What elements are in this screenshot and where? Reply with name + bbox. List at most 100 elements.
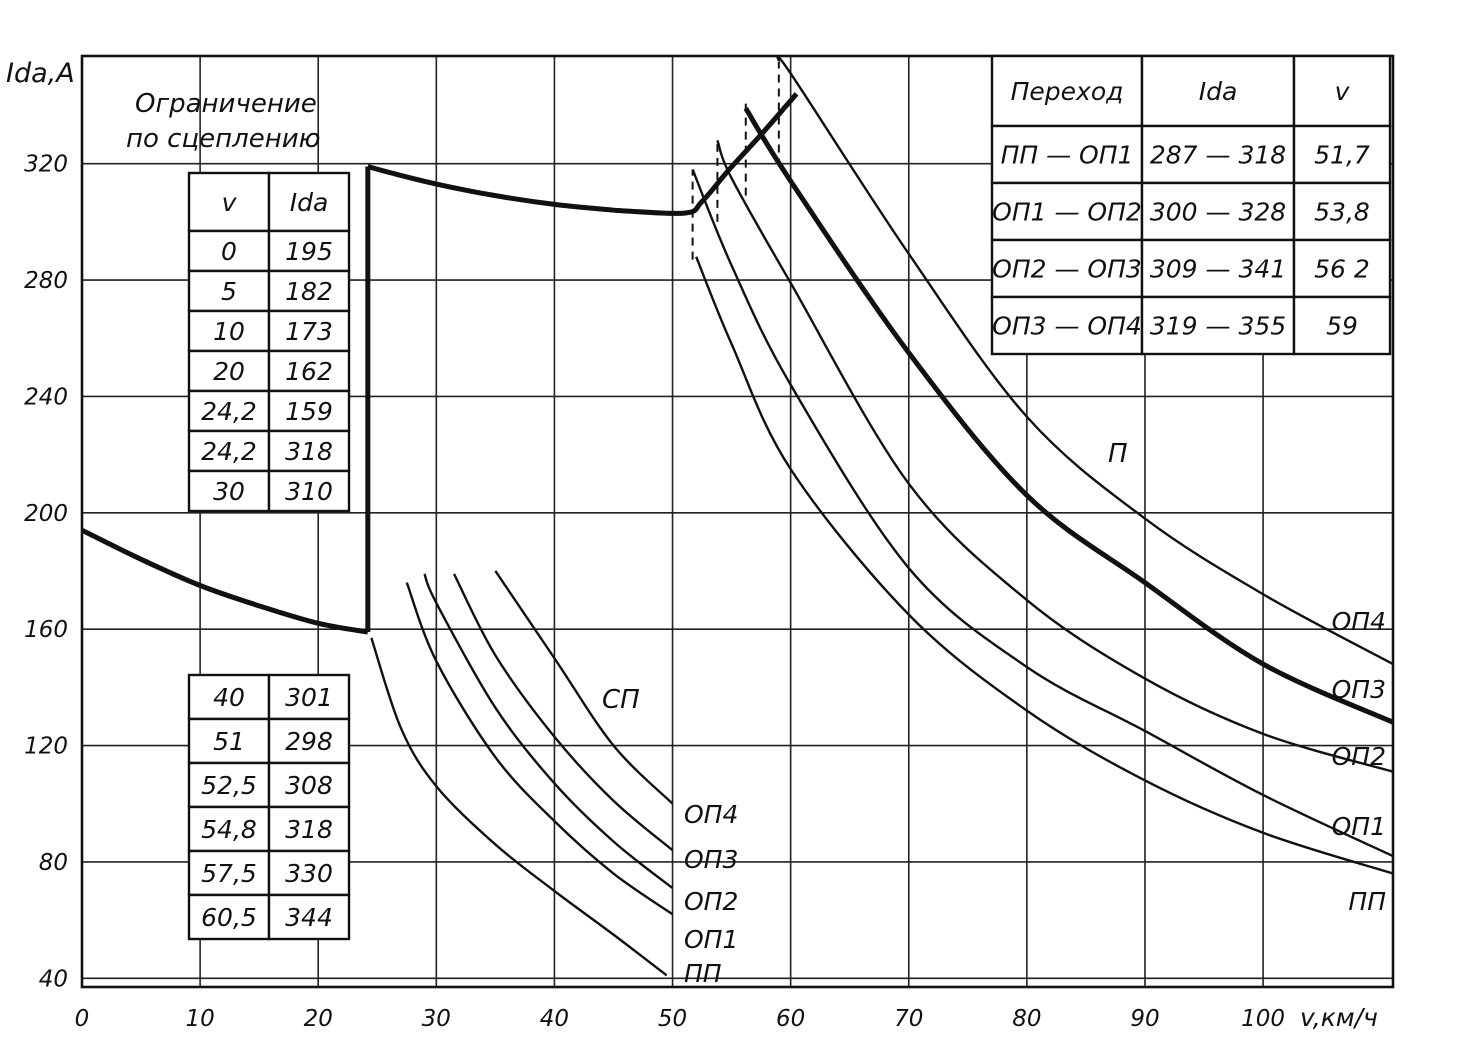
table-cell-text: ОП2 — ОП3 xyxy=(992,255,1142,284)
table-cell xyxy=(187,309,271,353)
table-cell-text: 330 xyxy=(285,859,333,888)
p-series-label: ОП1 xyxy=(1332,812,1386,841)
table-cell-text: 319 — 355 xyxy=(1150,312,1286,341)
x-tick-label: 80 xyxy=(1012,1006,1041,1032)
table-cell xyxy=(1292,124,1392,185)
table-cell xyxy=(267,717,351,765)
p-series-label: ОП4 xyxy=(1332,607,1386,636)
adhesion-limit-high xyxy=(613,92,799,216)
p-group-label: П xyxy=(1108,439,1128,469)
table-cell-text: Переход xyxy=(1011,77,1124,106)
table-cell-text: 51,7 xyxy=(1314,141,1370,170)
sp-series-label: ОП2 xyxy=(684,887,738,916)
table-cell-text: 57,5 xyxy=(201,859,257,888)
table-cell-text: 0 xyxy=(221,237,237,266)
sp-curve-ОП2 xyxy=(423,573,674,890)
tick-labels: 0 10 20 30 40 50 60 70 80 90 100408012016020024028… xyxy=(24,152,1285,1032)
table-cell-text: 309 — 341 xyxy=(1150,255,1286,284)
table-cell xyxy=(267,309,351,353)
table-cell-text: ОП3 — ОП4 xyxy=(992,312,1142,341)
x-tick-label: 30 xyxy=(422,1006,451,1032)
y-tick-label: 40 xyxy=(39,966,68,992)
table-cell-text: Ida xyxy=(290,188,329,217)
table-cell xyxy=(1140,295,1296,356)
curves xyxy=(80,54,1395,977)
table-cell-text: 10 xyxy=(213,317,245,346)
table-cell xyxy=(267,389,351,433)
sp-series-label: ПП xyxy=(684,959,722,988)
table-cell-text: v xyxy=(1335,77,1351,106)
adhesion-table-lower: 40 301 51 298 52,5 308 54,8 318 57,5 330 60,5 344 xyxy=(187,673,351,941)
table-cell xyxy=(187,805,271,853)
table-cell-text: 182 xyxy=(285,277,333,306)
x-tick-label: 60 xyxy=(776,1006,805,1032)
p-curve-ОП2 xyxy=(716,139,1394,773)
p-series-label: ОП3 xyxy=(1332,675,1386,704)
table-cell xyxy=(267,673,351,721)
table-cell-text: 56 2 xyxy=(1314,255,1370,284)
table-cell-text: Ida xyxy=(1199,77,1238,106)
adhesion-table-upper: v Ida 0 195 5 182 10 173 20 162 24,2 159 24,2 318 30 31… xyxy=(187,171,351,513)
table-cell-text: 59 xyxy=(1326,312,1358,341)
table-cell-text: 60,5 xyxy=(201,903,257,932)
table-cell xyxy=(990,295,1144,356)
x-tick-label: 50 xyxy=(658,1006,687,1032)
adhesion-limit-mid xyxy=(367,164,614,213)
transition-table: Переход Ida v ПП — ОП1 287 — 318 51,7 ОП1 — ОП… xyxy=(990,54,1392,356)
x-tick-label: 40 xyxy=(540,1006,569,1032)
table-cell xyxy=(267,849,351,897)
table-cell-text: ПП — ОП1 xyxy=(1001,141,1134,170)
table-cell-text: 52,5 xyxy=(201,771,257,800)
table-cell-text: 310 xyxy=(285,477,333,506)
table-cell-text: 173 xyxy=(285,317,333,346)
y-tick-label: 280 xyxy=(24,268,68,294)
p-curve-ОП1 xyxy=(691,169,1394,858)
p-curve-ОП4 xyxy=(776,54,1394,666)
table-cell-text: 298 xyxy=(285,727,333,756)
sp-curve-ПП xyxy=(370,637,668,977)
table-cell-text: 287 — 318 xyxy=(1150,141,1286,170)
table-cell-text: 159 xyxy=(285,397,333,426)
x-axis-label: v,км/ч xyxy=(1300,1003,1378,1032)
table-cell-text: 40 xyxy=(213,683,245,712)
sp-series-label: ОП1 xyxy=(684,925,738,954)
sp-series-label: ОП3 xyxy=(684,845,738,874)
table-cell xyxy=(267,893,351,941)
x-tick-label: 70 xyxy=(894,1006,923,1032)
y-tick-label: 320 xyxy=(24,152,68,178)
table-cell-text: v xyxy=(222,188,238,217)
table-cell-text: 53,8 xyxy=(1314,198,1370,227)
x-tick-label: 0 xyxy=(75,1006,90,1032)
table-cell xyxy=(267,429,351,473)
x-tick-label: 100 xyxy=(1241,1006,1285,1032)
table-cell xyxy=(187,761,271,809)
y-tick-label: 200 xyxy=(24,501,68,527)
table-cell-text: ОП1 — ОП2 xyxy=(992,198,1142,227)
x-tick-label: 20 xyxy=(304,1006,333,1032)
adhesion-limit-low xyxy=(80,527,369,635)
series-labels: ПП ОП1 ОП2 ОП3 ОП4 ПП ОП1 ОП2 ОП3 ОП4 СП П xyxy=(602,439,1386,988)
y-tick-label: 120 xyxy=(24,734,68,760)
table-cell xyxy=(187,717,271,765)
adhesion-note-line2: по сцеплению xyxy=(126,124,321,154)
p-curve-ОП3 xyxy=(743,107,1395,725)
tables: v Ida 0 195 5 182 10 173 20 162 24,2 159 24,2 318 30 31… xyxy=(187,54,1392,941)
table-cell xyxy=(1292,238,1392,299)
table-cell-text: 301 xyxy=(285,683,333,712)
table-cell-text: 308 xyxy=(285,771,333,800)
p-curve-ПП xyxy=(695,256,1394,875)
sp-curve-ОП3 xyxy=(452,573,674,852)
table-cell xyxy=(1292,295,1392,356)
table-cell xyxy=(1140,181,1296,242)
table-cell-text: 300 — 328 xyxy=(1150,198,1286,227)
y-tick-label: 240 xyxy=(24,384,68,410)
table-cell xyxy=(267,229,351,273)
table-cell-text: 30 xyxy=(213,477,245,506)
sp-curve-ОП4 xyxy=(494,570,674,805)
y-tick-label: 160 xyxy=(24,617,68,643)
table-cell-text: 162 xyxy=(285,357,333,386)
table-cell xyxy=(267,349,351,393)
table-cell-text: 344 xyxy=(285,903,333,932)
p-series-label: ОП2 xyxy=(1332,742,1386,771)
